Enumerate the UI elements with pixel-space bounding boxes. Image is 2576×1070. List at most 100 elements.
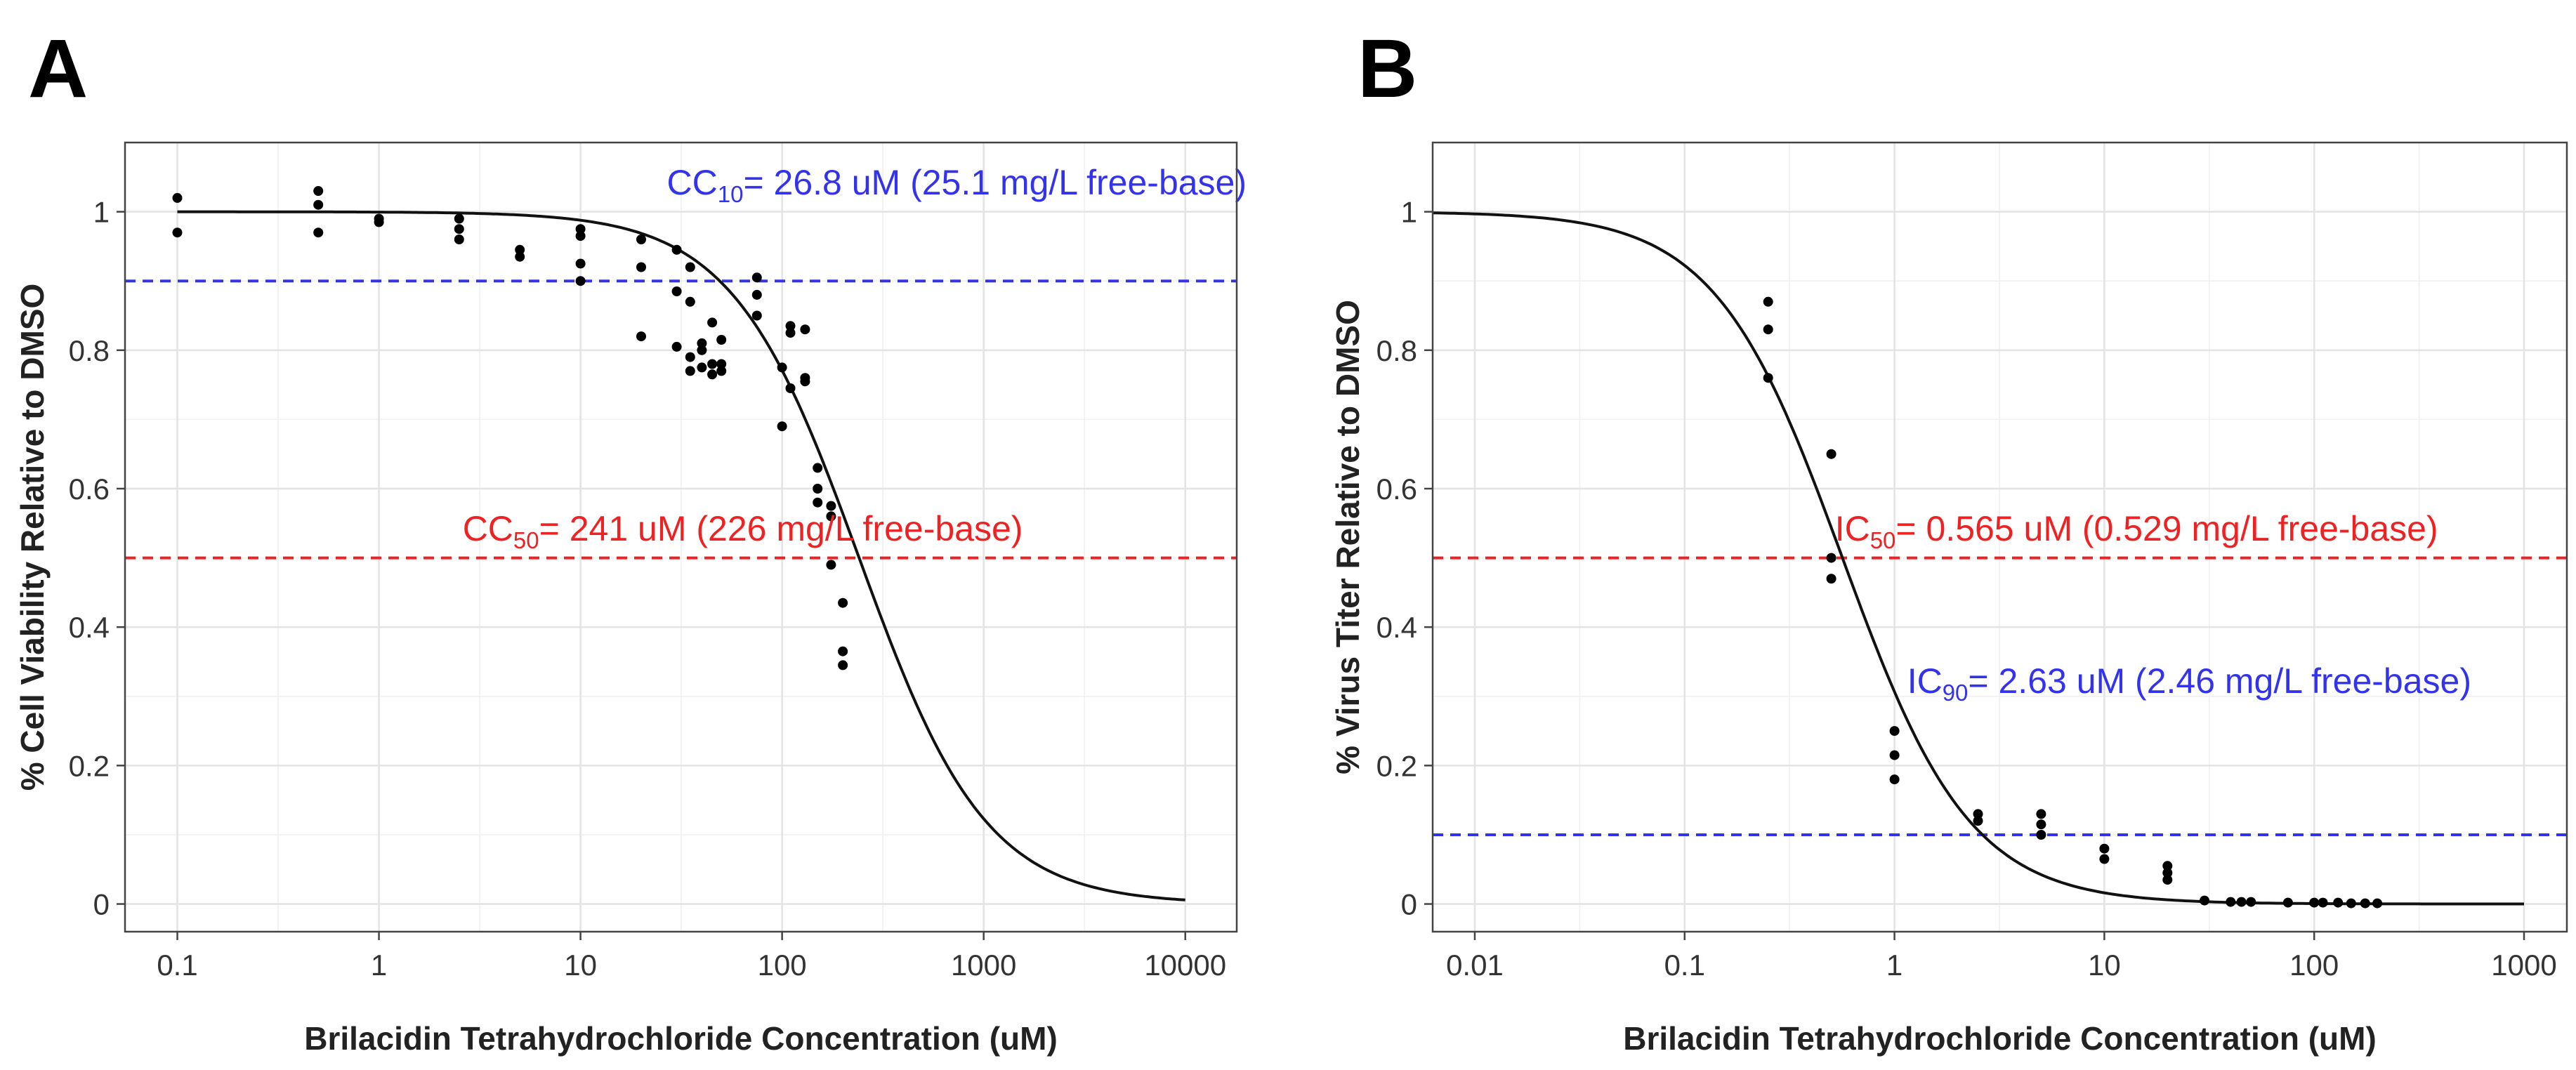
label-subscript: 50: [513, 527, 539, 553]
data-point: [826, 560, 836, 570]
data-point: [575, 231, 586, 242]
reference-line-label: IC90= 2.63 uM (2.46 mg/L free-base): [1907, 661, 2471, 706]
gridlines: [125, 142, 1237, 932]
data-point: [685, 366, 695, 376]
data-point: [838, 660, 848, 671]
data-point: [1763, 324, 1773, 335]
data-point: [671, 341, 682, 352]
x-tick-label: 10: [564, 949, 597, 982]
data-point: [716, 335, 727, 345]
data-point: [751, 289, 762, 300]
data-point: [1889, 726, 1900, 737]
x-tick-label: 1000: [951, 949, 1016, 982]
reference-line-label: CC50= 241 uM (226 mg/L free-base): [463, 509, 1023, 553]
data-point: [2036, 830, 2046, 840]
label-text: = 241 uM (226 mg/L free-base): [539, 509, 1023, 548]
data-point: [685, 262, 695, 272]
data-point: [2162, 861, 2173, 871]
x-tick-label: 1: [1886, 949, 1903, 982]
data-point: [575, 258, 586, 269]
data-point: [515, 244, 525, 255]
data-point: [2282, 897, 2293, 908]
y-tick-label: 0.2: [69, 749, 110, 782]
data-point: [1826, 574, 1836, 584]
data-point: [707, 359, 718, 369]
label-subscript: 90: [1943, 680, 1969, 706]
data-point: [707, 317, 718, 328]
data-point: [1826, 449, 1836, 459]
label-subscript: 10: [718, 181, 744, 207]
data-point: [716, 366, 727, 376]
data-point: [1973, 809, 1983, 819]
data-point: [454, 213, 464, 224]
data-point: [800, 324, 810, 335]
data-point: [785, 321, 796, 331]
plot-frame: [124, 141, 1238, 933]
data-point: [2200, 895, 2209, 906]
data-point: [2346, 898, 2356, 909]
data-point: [2372, 898, 2383, 909]
data-point: [2099, 843, 2110, 854]
x-tick-label: 1000: [2491, 949, 2556, 982]
data-point: [751, 310, 762, 321]
data-point: [454, 224, 464, 235]
data-point: [575, 276, 586, 286]
data-point: [313, 199, 324, 210]
y-tick-label: 0.6: [69, 473, 110, 506]
data-point: [838, 597, 848, 608]
data-point: [813, 484, 823, 494]
y-tick-label: 0: [93, 888, 110, 921]
x-tick-label: 0.1: [1664, 949, 1705, 982]
data-point: [1973, 816, 1983, 826]
data-point: [2162, 868, 2173, 878]
data-point: [2162, 875, 2173, 885]
data-point: [813, 497, 823, 508]
data-point: [1763, 296, 1773, 307]
gridlines: [1433, 142, 2567, 932]
y-tick-label: 0.4: [69, 611, 110, 644]
data-point: [707, 369, 718, 380]
y-tick-label: 1: [1401, 196, 1417, 229]
data-point: [813, 463, 823, 473]
data-point: [2236, 897, 2247, 907]
y-tick-label: 0.8: [69, 334, 110, 367]
data-point: [515, 251, 525, 262]
data-point: [777, 362, 787, 373]
data-point: [751, 272, 762, 283]
reference-line-label: CC10= 26.8 uM (25.1 mg/L free-base): [667, 163, 1247, 207]
label-text: = 2.63 uM (2.46 mg/L free-base): [1968, 661, 2471, 701]
x-axis-title: Brilacidin Tetrahydrochloride Concentrat…: [1623, 1020, 2377, 1057]
label-main: IC: [1907, 661, 1943, 701]
x-axis-title: Brilacidin Tetrahydrochloride Concentrat…: [304, 1020, 1058, 1057]
y-tick-label: 0: [1401, 888, 1417, 921]
label-main: CC: [667, 163, 718, 202]
data-point: [838, 646, 848, 656]
data-point: [2036, 819, 2046, 830]
y-axis-title: % Virus Titer Relative to DMSO: [1329, 300, 1366, 774]
label-main: IC: [1835, 509, 1870, 548]
y-axis-title: % Cell Viability Relative to DMSO: [14, 284, 51, 791]
data-point: [2246, 897, 2256, 907]
data-point: [2309, 897, 2320, 908]
y-tick-label: 0.6: [1376, 473, 1417, 506]
data-point: [1826, 553, 1836, 563]
data-point: [575, 224, 586, 235]
data-point: [2318, 897, 2328, 908]
y-tick-label: 0.4: [1376, 611, 1417, 644]
data-point: [777, 421, 787, 432]
y-tick-label: 0.2: [1376, 749, 1417, 782]
data-point: [697, 362, 707, 373]
y-tick-label: 0.8: [1376, 334, 1417, 367]
data-point: [716, 359, 727, 369]
data-point: [671, 244, 682, 255]
data-points: [172, 186, 848, 671]
data-point: [454, 235, 464, 244]
x-tick-label: 1: [371, 949, 387, 982]
data-point: [1889, 774, 1900, 785]
x-tick-label: 100: [758, 949, 807, 982]
data-point: [785, 383, 796, 393]
data-point: [313, 186, 324, 196]
y-tick-label: 1: [93, 196, 110, 229]
